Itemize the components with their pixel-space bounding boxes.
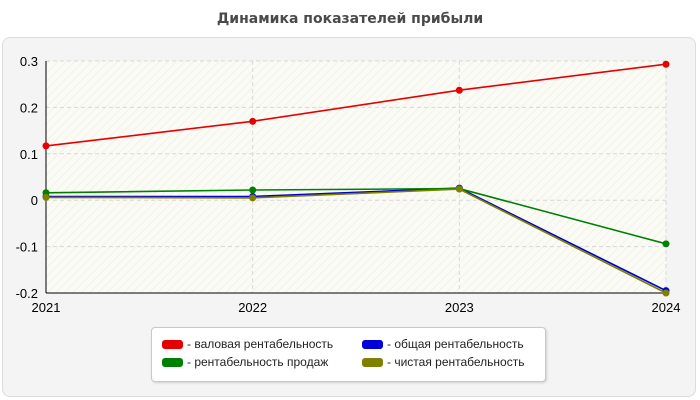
legend: - валовая рентабельность - общая рентабе… bbox=[151, 327, 546, 382]
legend-label: - валовая рентабельность bbox=[187, 337, 334, 351]
chart-title: Динамика показателей прибыли bbox=[216, 11, 484, 27]
y-tick-label: -0.2 bbox=[16, 286, 38, 301]
series-line bbox=[46, 187, 667, 292]
x-tick-label: 2021 bbox=[32, 300, 61, 315]
x-tick-label: 2024 bbox=[652, 300, 681, 315]
y-tick-label: 0.2 bbox=[20, 100, 38, 115]
y-tick-label: 0.3 bbox=[20, 54, 38, 69]
data-point bbox=[42, 193, 50, 201]
y-tick-label: -0.1 bbox=[16, 240, 38, 255]
legend-item-net: - чистая рентабельность bbox=[362, 354, 524, 370]
data-point bbox=[662, 60, 670, 68]
legend-item-total: - общая рентабельность bbox=[362, 336, 524, 352]
series-line bbox=[45, 63, 667, 147]
legend-item-sales: - рентабельность продаж bbox=[162, 354, 328, 370]
series-line bbox=[45, 188, 667, 294]
legend-swatch bbox=[362, 357, 383, 367]
y-tick-label: 0 bbox=[31, 193, 38, 208]
data-point bbox=[662, 240, 670, 248]
legend-label: - чистая рентабельность bbox=[387, 355, 525, 369]
legend-item-gross: - валовая рентабельность bbox=[162, 336, 333, 352]
legend-swatch bbox=[162, 357, 183, 367]
data-point bbox=[249, 194, 257, 202]
legend-label: - общая рентабельность bbox=[387, 337, 524, 351]
data-point bbox=[455, 185, 463, 193]
legend-swatch bbox=[362, 339, 383, 349]
data-point bbox=[42, 142, 50, 150]
data-point bbox=[249, 186, 257, 194]
legend-label: - рентабельность продаж bbox=[187, 355, 329, 369]
plot-background bbox=[46, 61, 666, 293]
y-tick-label: 0.1 bbox=[20, 147, 38, 162]
x-tick-label: 2022 bbox=[238, 300, 267, 315]
legend-swatch bbox=[162, 339, 183, 349]
data-point bbox=[662, 289, 670, 297]
x-tick-label: 2023 bbox=[445, 300, 474, 315]
data-point bbox=[455, 86, 463, 94]
series-line bbox=[45, 187, 667, 245]
data-point bbox=[249, 117, 257, 125]
